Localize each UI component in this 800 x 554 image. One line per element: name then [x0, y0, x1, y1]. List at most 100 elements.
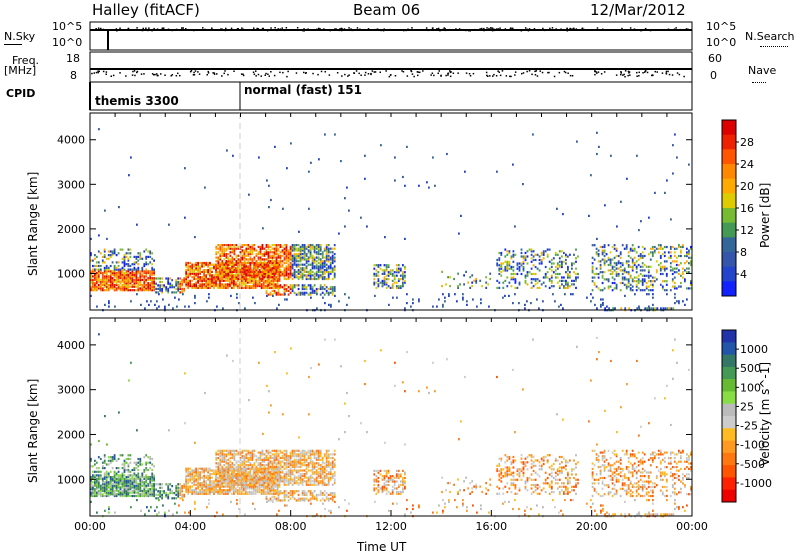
power-cell [544, 265, 547, 269]
power-cell [244, 279, 247, 282]
velocity-cell [209, 467, 211, 470]
power-cell [247, 267, 250, 270]
power-cell [275, 249, 278, 252]
velocity-cell [217, 492, 219, 495]
power-cell [236, 283, 239, 286]
velocity-cell [95, 486, 98, 489]
power-cell [187, 267, 190, 270]
velocity-cell [143, 468, 146, 472]
power-cell [571, 267, 573, 270]
power-cell [247, 254, 250, 257]
velocity-cell [211, 489, 213, 492]
power-cell [315, 263, 318, 266]
power-cell [223, 263, 226, 266]
power-cell [601, 281, 604, 285]
power-cell [496, 264, 499, 267]
power-cell [90, 285, 92, 288]
velocity-cell [225, 483, 227, 486]
power-cell [546, 253, 549, 256]
power-cell [651, 245, 654, 249]
power-cell [315, 270, 318, 273]
power-cell [189, 272, 192, 275]
power-cell [143, 275, 146, 278]
velocity-cell [264, 487, 267, 490]
power-cell [659, 283, 662, 286]
velocity-cell [135, 479, 138, 482]
power-cell [504, 265, 507, 269]
power-cell [207, 261, 209, 265]
power-cell [404, 184, 406, 187]
power-cell [241, 265, 244, 268]
power-cell [137, 287, 140, 290]
nave-point [514, 74, 516, 76]
velocity-cell [227, 464, 230, 467]
velocity-cell [107, 482, 110, 486]
power-cell [643, 263, 646, 267]
velocity-cell [117, 493, 120, 496]
power-cell [457, 272, 459, 275]
power-cell [602, 298, 604, 301]
velocity-cell [252, 492, 255, 495]
power-cell [627, 285, 630, 288]
velocity-cell [187, 471, 190, 474]
power-cell [243, 265, 246, 268]
nsearch-point [676, 29, 678, 31]
power-cell [621, 263, 624, 267]
nave-point [355, 70, 358, 72]
velocity-cell [221, 469, 224, 472]
power-cell [669, 262, 672, 265]
power-cell [239, 260, 242, 263]
nave-point [264, 74, 266, 76]
velocity-cell [135, 484, 138, 487]
power-cell [187, 269, 190, 272]
power-cell [469, 276, 472, 279]
velocity-cell [199, 483, 201, 486]
power-cell [191, 285, 194, 288]
power-cell [621, 262, 624, 265]
power-cell [251, 277, 254, 281]
nsearch-point [458, 29, 460, 31]
velocity-cell [254, 489, 257, 492]
power-cell [321, 272, 324, 275]
power-cell [98, 128, 100, 131]
nsearch-point [383, 28, 385, 30]
power-cell [323, 276, 326, 279]
power-cell [205, 261, 207, 265]
nsearch-point [192, 29, 195, 32]
velocity-cell [115, 459, 118, 462]
power-cell [385, 264, 388, 267]
power-cell [329, 272, 332, 275]
nave-point [364, 74, 366, 76]
power-cell [373, 264, 376, 267]
power-cell [115, 273, 118, 276]
power-cell [404, 274, 406, 277]
power-cell [393, 281, 396, 284]
power-cell [223, 283, 225, 286]
power-cell [107, 283, 110, 287]
power-cell [530, 250, 533, 253]
nsearch-point [181, 27, 183, 29]
velocity-cell [123, 463, 126, 466]
velocity-cell [117, 477, 120, 480]
power-cell [571, 262, 573, 265]
power-cell [219, 283, 221, 286]
velocity-cell [221, 453, 224, 456]
power-cell [119, 289, 122, 292]
velocity-cell [213, 469, 215, 472]
velocity-cell [131, 484, 134, 487]
power-cell [404, 281, 406, 284]
power-cell [241, 254, 244, 257]
power-cell [117, 278, 120, 281]
power-cell [255, 272, 258, 275]
power-cell [130, 156, 132, 159]
power-cell [524, 255, 527, 258]
velocity-cell [97, 491, 100, 494]
velocity-cell [137, 476, 140, 479]
velocity-cell [276, 473, 279, 476]
velocity-cell [163, 492, 165, 495]
power-cell [207, 283, 209, 286]
power-cell [197, 265, 199, 268]
power-cell [215, 251, 218, 254]
velocity-cell [248, 490, 251, 494]
velocity-cell [119, 479, 122, 482]
